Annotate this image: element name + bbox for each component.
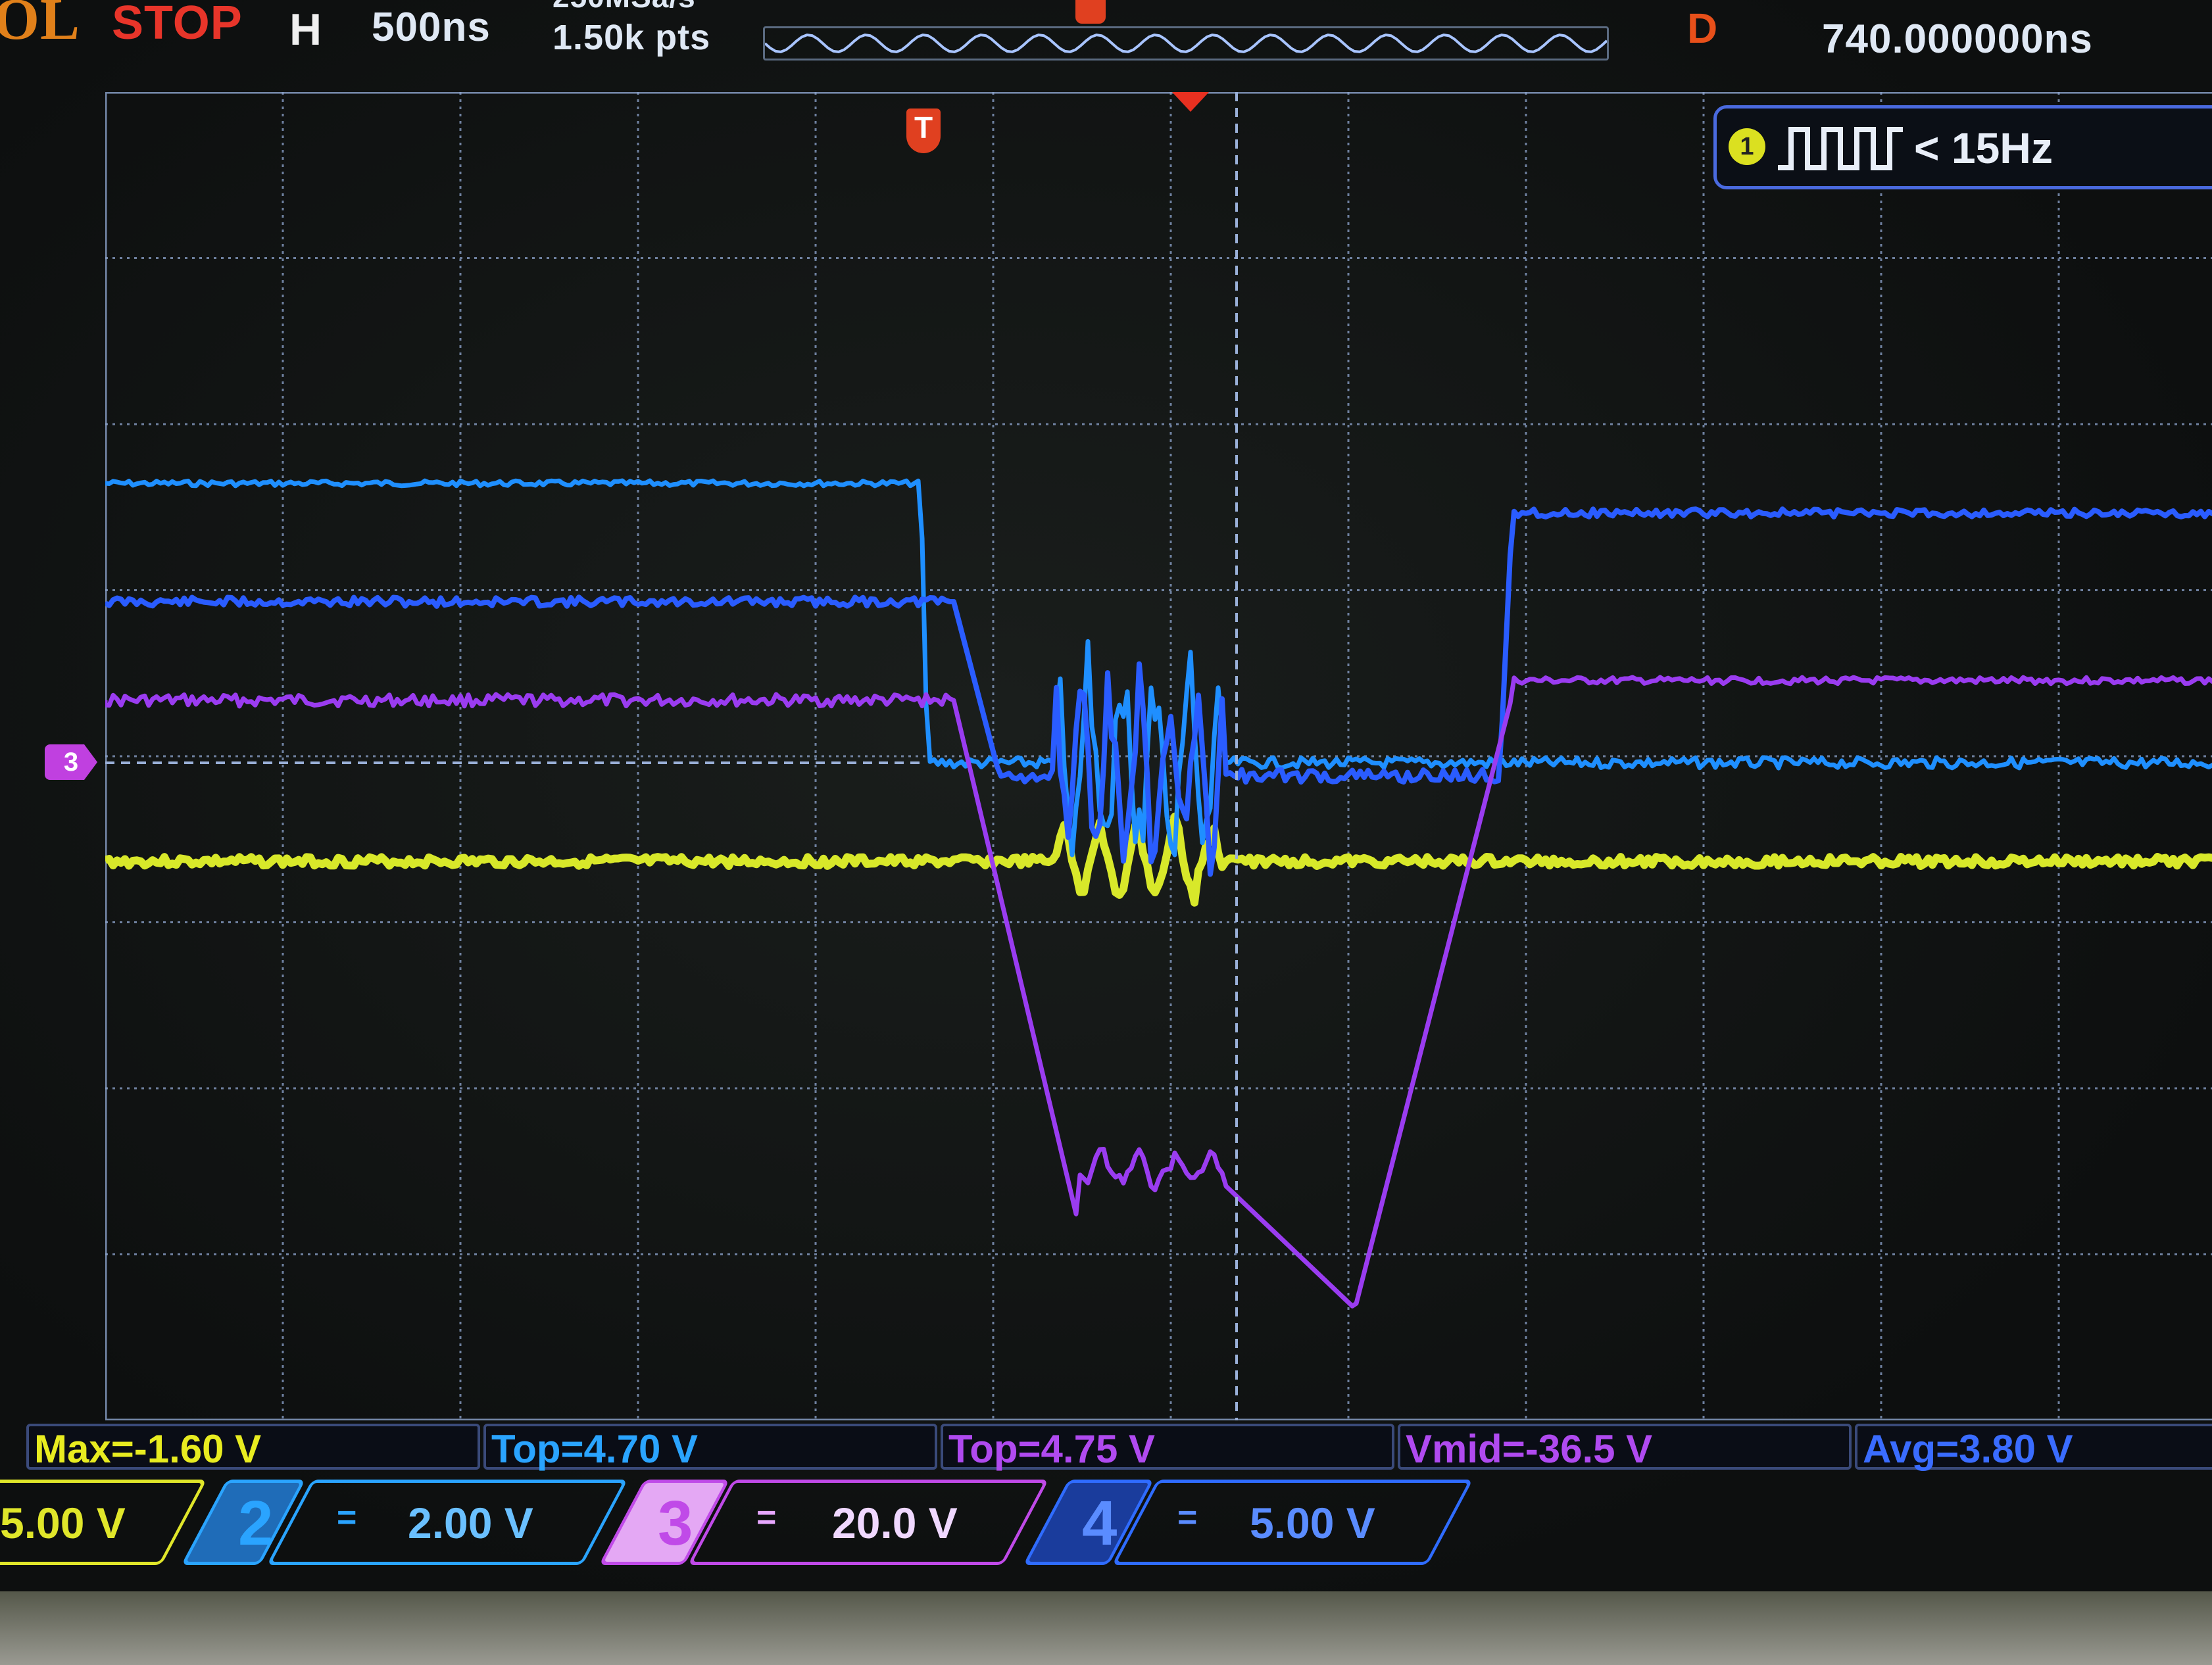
status-bar: OL STOP H 500ns 250MSa/s 1.50k pts D 740…	[0, 0, 2212, 79]
memory-overview	[763, 26, 1609, 60]
memory-waveform-icon	[764, 34, 1608, 53]
measurement-ch1-max: Max=-1.60 V	[26, 1424, 480, 1471]
ch2-number: 2	[238, 1488, 274, 1558]
measurement-ch3-top: Top=4.75 V	[941, 1424, 1394, 1471]
device-bezel	[0, 1591, 2212, 1665]
memory-trigger-marker	[1075, 0, 1106, 24]
delay-label: D	[1687, 5, 1719, 52]
ch4-trace	[105, 506, 2212, 877]
trigger-position-pointer-icon[interactable]	[1172, 92, 1209, 112]
memory-depth: 1.50k pts	[553, 18, 711, 57]
timebase-value[interactable]: 500ns	[372, 5, 491, 50]
ch1-scale[interactable]: 5.00 V	[0, 1499, 126, 1547]
ch4-coupling: =	[1177, 1499, 1198, 1537]
trigger-condition: < 15Hz	[1914, 124, 2053, 172]
run-stop-indicator[interactable]: STOP	[112, 0, 243, 49]
ch3-trace	[105, 675, 2212, 1309]
trigger-source-badge: 1	[1729, 128, 1765, 165]
horizontal-label: H	[289, 5, 323, 55]
waveform-grid	[105, 92, 2212, 1420]
ch2-scale[interactable]: 2.00 V	[408, 1499, 533, 1547]
brand-logo: OL	[0, 0, 81, 52]
measurement-ch2-top: Top=4.70 V	[483, 1424, 937, 1471]
ch2-coupling: =	[337, 1499, 357, 1537]
ch2-trace	[105, 478, 2212, 857]
ch3-ground-marker[interactable]: 3	[45, 744, 97, 780]
measurement-ch4-avg: Avg=3.80 V	[1855, 1424, 2212, 1471]
delay-value[interactable]: 740.000000ns	[1822, 16, 2093, 62]
ch3-coupling: =	[756, 1499, 777, 1537]
trigger-status-panel[interactable]: 1 < 15Hz	[1713, 105, 2212, 189]
ch3-number: 3	[658, 1488, 693, 1558]
trigger-level-marker[interactable]: T	[906, 109, 941, 153]
ch4-number: 4	[1082, 1488, 1118, 1558]
ch4-scale[interactable]: 5.00 V	[1250, 1499, 1375, 1547]
oscilloscope-screen: OL STOP H 500ns 250MSa/s 1.50k pts D 740…	[0, 0, 2212, 1591]
ch3-scale[interactable]: 20.0 V	[832, 1499, 958, 1547]
measurement-ch3-vmid: Vmid=-36.5 V	[1398, 1424, 1852, 1471]
pulse-train-icon	[1778, 127, 1903, 170]
sample-rate: 250MSa/s	[553, 0, 696, 14]
